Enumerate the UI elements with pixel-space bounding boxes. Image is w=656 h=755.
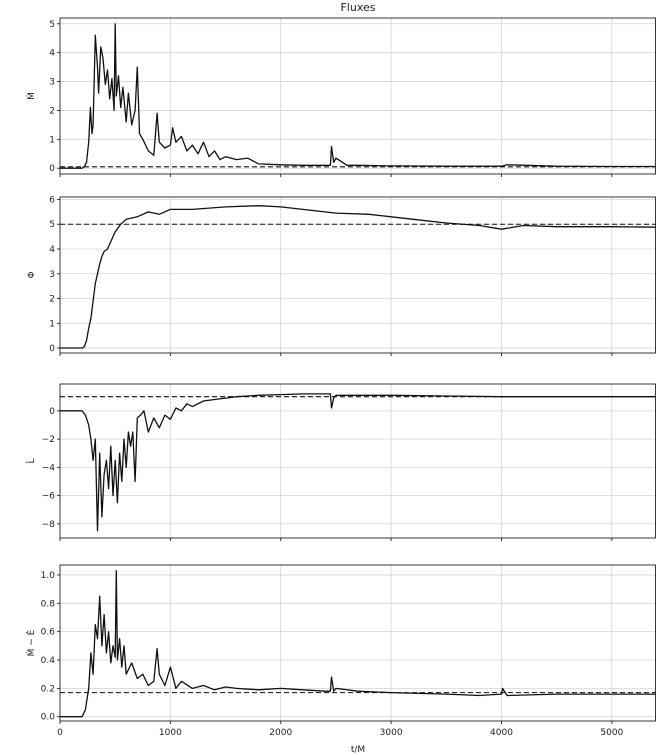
panel-3: 0 −2 −4 −6 −8 L̇ xyxy=(25,383,656,541)
y-tick-label: 0 xyxy=(49,164,55,174)
y-tick-label: 5 xyxy=(49,20,55,30)
x-tick-label: 5000 xyxy=(600,728,623,738)
x-axis-label: t/M xyxy=(351,745,365,755)
x-tick-label: 4000 xyxy=(490,728,513,738)
y-tick-label: −4 xyxy=(42,463,56,473)
y-tick-label: −6 xyxy=(42,492,56,502)
y-axis-label: Ṁ − Ė xyxy=(26,629,37,656)
panel-1: 0 1 2 3 4 5 Ṁ xyxy=(26,17,656,177)
y-axis-label: Φ xyxy=(27,271,37,278)
y-tick-label: 1 xyxy=(49,319,55,329)
series-line xyxy=(60,23,656,169)
plot-frame xyxy=(59,17,656,175)
y-tick-label: 0.6 xyxy=(41,628,56,638)
y-tick-label: −8 xyxy=(42,520,56,530)
y-tick-label: 0.2 xyxy=(41,684,55,694)
y-tick-label: 4 xyxy=(49,245,55,255)
y-tick-label: 3 xyxy=(49,270,55,280)
plot-frame xyxy=(59,564,656,722)
y-tick-label: 0 xyxy=(49,407,55,417)
y-tick-label: 6 xyxy=(49,195,55,205)
y-tick-label: 0.0 xyxy=(41,713,56,723)
x-tick-label: 0 xyxy=(57,728,63,738)
x-tick-label: 3000 xyxy=(380,728,403,738)
series-line xyxy=(60,205,656,349)
y-tick-label: 1 xyxy=(49,135,55,145)
y-tick-label: 1.0 xyxy=(41,571,56,581)
series-line xyxy=(60,570,656,718)
figure-title: Fluxes xyxy=(340,1,375,14)
plot-frame xyxy=(59,196,656,354)
y-axis-label: Ṁ xyxy=(26,92,37,100)
y-tick-label: −2 xyxy=(42,435,55,445)
y-tick-label: 0.8 xyxy=(41,599,56,609)
plot-frame xyxy=(59,383,656,539)
x-tick-label: 2000 xyxy=(269,728,292,738)
panel-4: 0.0 0.2 0.4 0.6 0.8 1.0 Ṁ − Ė 0 1000 2000 3000 4000… xyxy=(26,564,656,738)
y-tick-label: 2 xyxy=(49,106,55,116)
y-tick-label: 5 xyxy=(49,220,55,230)
y-axis-label: L̇ xyxy=(25,458,37,463)
y-tick-label: 4 xyxy=(49,49,55,59)
panel-2: 0 1 2 3 4 5 6 Φ xyxy=(27,195,656,356)
y-tick-label: 2 xyxy=(49,295,55,305)
y-tick-label: 0.4 xyxy=(41,656,56,666)
y-tick-label: 3 xyxy=(49,78,55,88)
panels: 012345Ṁ0123456Φ0−2−4−6−8L̇0.00.20.40.60.… xyxy=(25,17,656,738)
series-line xyxy=(60,393,656,532)
y-tick-label: 0 xyxy=(49,344,55,354)
x-tick-label: 1000 xyxy=(159,728,182,738)
